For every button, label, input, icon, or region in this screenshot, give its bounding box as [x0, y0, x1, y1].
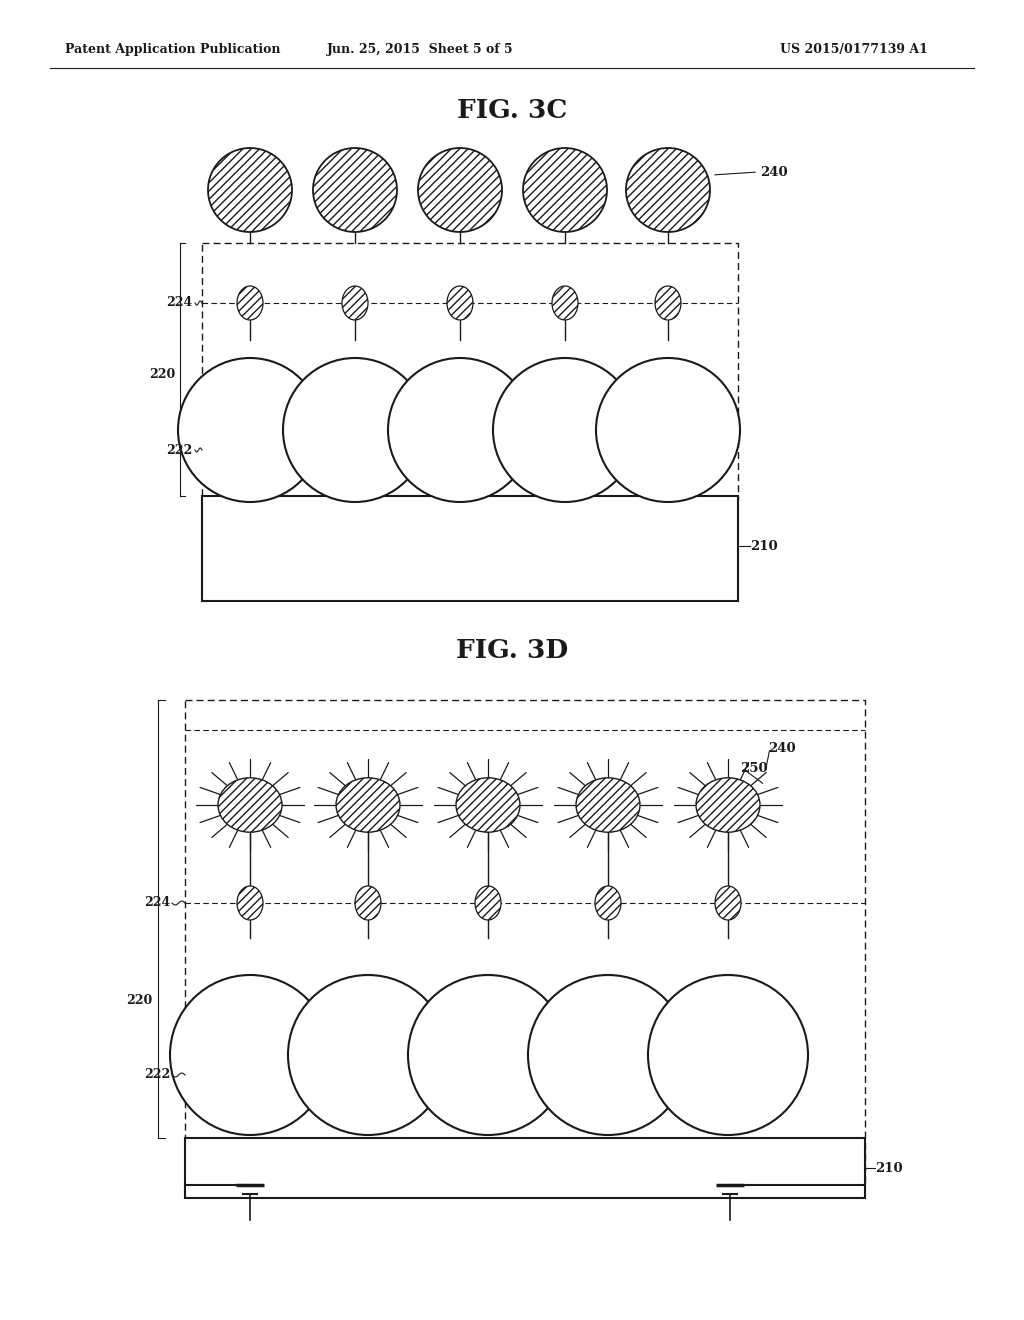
Circle shape — [626, 148, 710, 232]
Bar — [202, 243, 738, 500]
Text: 240: 240 — [760, 165, 787, 178]
Ellipse shape — [218, 777, 282, 832]
Text: Jun. 25, 2015  Sheet 5 of 5: Jun. 25, 2015 Sheet 5 of 5 — [327, 44, 513, 57]
Ellipse shape — [336, 777, 400, 832]
Circle shape — [288, 975, 449, 1135]
Circle shape — [523, 148, 607, 232]
Text: 224: 224 — [143, 896, 170, 909]
Text: 210: 210 — [874, 1162, 902, 1175]
Text: US 2015/0177139 A1: US 2015/0177139 A1 — [780, 44, 928, 57]
Bar — [202, 496, 738, 601]
Ellipse shape — [595, 886, 621, 920]
Circle shape — [408, 975, 568, 1135]
Bar — [185, 1138, 865, 1199]
Circle shape — [528, 975, 688, 1135]
Circle shape — [388, 358, 532, 502]
Text: 220: 220 — [148, 368, 175, 381]
Ellipse shape — [237, 886, 263, 920]
Ellipse shape — [237, 286, 263, 319]
Bar — [185, 700, 865, 1185]
Text: 240: 240 — [768, 742, 796, 755]
Text: Patent Application Publication: Patent Application Publication — [65, 44, 281, 57]
Text: FIG. 3D: FIG. 3D — [456, 638, 568, 663]
Ellipse shape — [715, 886, 741, 920]
Ellipse shape — [575, 777, 640, 832]
Text: 220: 220 — [126, 994, 152, 1006]
Ellipse shape — [447, 286, 473, 319]
Text: 224: 224 — [166, 297, 193, 309]
Ellipse shape — [475, 886, 501, 920]
Circle shape — [178, 358, 322, 502]
Ellipse shape — [655, 286, 681, 319]
Text: 250: 250 — [740, 762, 768, 775]
Ellipse shape — [552, 286, 578, 319]
Text: 222: 222 — [166, 444, 193, 457]
Text: FIG. 3C: FIG. 3C — [457, 98, 567, 123]
Ellipse shape — [355, 886, 381, 920]
Text: 210: 210 — [750, 540, 777, 553]
Circle shape — [596, 358, 740, 502]
Circle shape — [170, 975, 330, 1135]
Circle shape — [493, 358, 637, 502]
Ellipse shape — [456, 777, 520, 832]
Circle shape — [208, 148, 292, 232]
Ellipse shape — [342, 286, 368, 319]
Circle shape — [283, 358, 427, 502]
Circle shape — [313, 148, 397, 232]
Circle shape — [418, 148, 502, 232]
Circle shape — [648, 975, 808, 1135]
Ellipse shape — [696, 777, 760, 832]
Text: 222: 222 — [143, 1068, 170, 1081]
